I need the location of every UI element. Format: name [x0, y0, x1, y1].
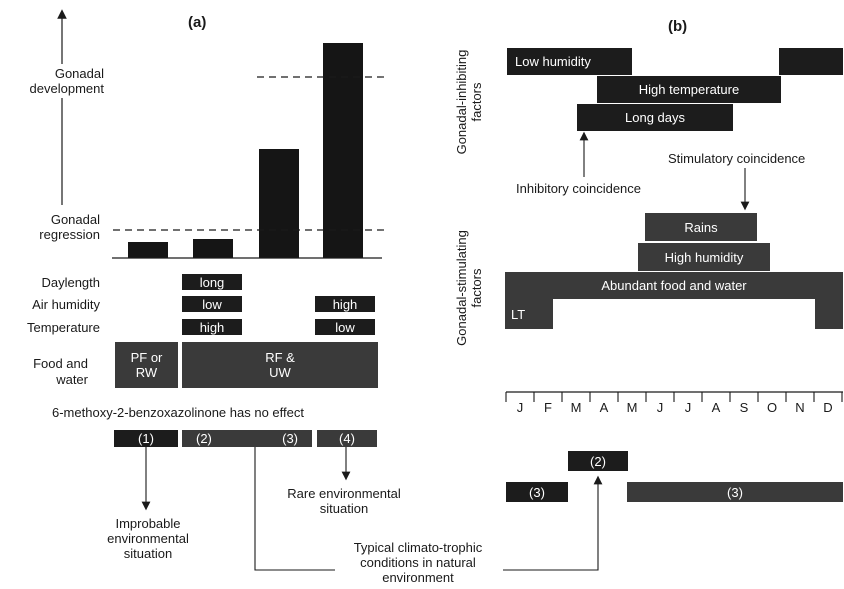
- month-label: F: [544, 400, 552, 415]
- food-block-pf-rw: PF or RW: [115, 342, 178, 388]
- rare-situation: Rare environmental situation: [276, 486, 412, 516]
- row-label-food-2: water: [56, 372, 88, 387]
- typical-line1: Typical climato-trophic: [353, 540, 483, 555]
- bar-condition-2: [193, 239, 233, 258]
- panel-a-label: (a): [188, 14, 207, 31]
- inhibitory-coincidence-label: Inhibitory coincidence: [516, 181, 642, 196]
- period-3-left: (3): [506, 482, 568, 502]
- condition-3: (3): [282, 431, 298, 446]
- row-label-daylength: Daylength: [41, 275, 100, 290]
- row-label-temperature: Temperature: [27, 320, 100, 335]
- cell-humidity-high: high: [315, 296, 375, 312]
- bar-low-humidity-end: [779, 48, 843, 75]
- bar-condition-3: [259, 148, 299, 258]
- improbable-situation: Improbable environmental situation: [90, 516, 206, 561]
- gonadal-development-label: Gonadal development: [0, 66, 104, 96]
- typical-line3: environment: [382, 570, 454, 585]
- rare-line2: situation: [319, 501, 369, 516]
- improbable-line2: environmental: [107, 531, 189, 546]
- bar-long-days: Long days: [577, 104, 733, 131]
- condition-1: (1): [114, 430, 178, 447]
- condition-2: (2): [196, 431, 212, 446]
- bar-lt-end: [815, 299, 843, 329]
- bar-lt-start: LT: [505, 299, 553, 329]
- condition-2-3: (2) (3): [182, 430, 312, 447]
- bar-high-temperature: High temperature: [597, 76, 781, 103]
- row-label-humidity: Air humidity: [32, 297, 100, 312]
- cell-temperature-high: high: [182, 319, 242, 335]
- bar-rains: Rains: [645, 213, 757, 241]
- bar-abundant-food-water: Abundant food and water: [505, 272, 843, 299]
- month-label: D: [823, 400, 833, 415]
- month-label: A: [599, 400, 609, 415]
- month-label: M: [570, 400, 582, 415]
- typical-connector-left: [254, 447, 335, 571]
- cell-temperature-low: low: [315, 319, 375, 335]
- food-block-rf-uw-line1: RF &: [265, 350, 295, 365]
- typical-line2: conditions in natural: [360, 555, 476, 570]
- food-block-pf-rw-line2: RW: [135, 365, 158, 380]
- period-3-right: (3): [627, 482, 843, 502]
- period-2: (2): [568, 451, 628, 471]
- month-label: J: [656, 400, 664, 415]
- bar-condition-1: [128, 242, 168, 258]
- panel-b-label: (b): [668, 18, 688, 35]
- gonadal-regression-label: Gonadal regression: [0, 212, 100, 242]
- cell-humidity-low: low: [182, 296, 242, 312]
- month-label: A: [711, 400, 721, 415]
- row-label-food-1: Food and: [33, 356, 88, 371]
- improbable-line3: situation: [123, 546, 173, 561]
- month-label: M: [626, 400, 638, 415]
- note-no-effect: 6-methoxy-2-benzoxazolinone has no effec…: [52, 405, 304, 420]
- month-label: O: [766, 400, 778, 415]
- month-label: N: [795, 400, 805, 415]
- stimulatory-coincidence-label: Stimulatory coincidence: [668, 151, 806, 166]
- food-block-rf-uw-line2: UW: [269, 365, 291, 380]
- typical-connector-right: [503, 475, 603, 571]
- condition-4: (4): [317, 430, 377, 447]
- gonadal-development-text: Gonadal development: [29, 66, 104, 96]
- typical-conditions: Typical climato-trophic conditions in na…: [336, 540, 500, 585]
- bar-high-humidity: High humidity: [638, 243, 770, 271]
- bar-low-humidity: Low humidity: [507, 48, 632, 75]
- rare-line1: Rare environmental: [287, 486, 401, 501]
- month-label: J: [684, 400, 692, 415]
- cell-daylength-long: long: [182, 274, 242, 290]
- gonadal-regression-text: Gonadal regression: [39, 212, 100, 242]
- food-block-rf-uw: RF & UW: [182, 342, 378, 388]
- bar-condition-4: [323, 43, 363, 258]
- month-ticks: [505, 392, 843, 402]
- improbable-line1: Improbable: [115, 516, 181, 531]
- month-label: J: [516, 400, 524, 415]
- month-label: S: [739, 400, 749, 415]
- food-block-pf-rw-line1: PF or: [130, 350, 163, 365]
